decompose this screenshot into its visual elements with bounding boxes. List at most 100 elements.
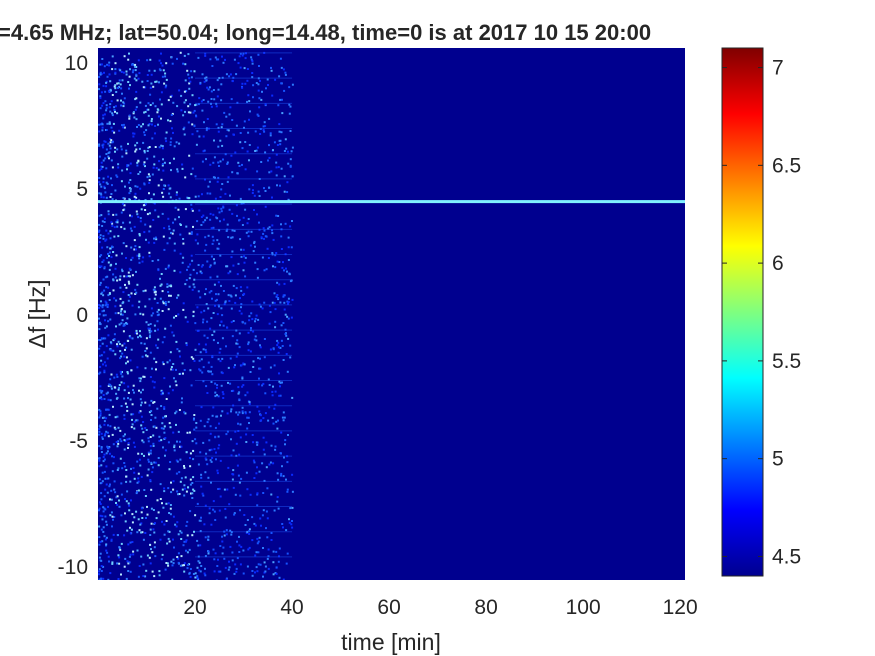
noise-pixel <box>106 450 109 453</box>
noise-pixel <box>99 283 102 286</box>
noise-pixel <box>129 359 132 362</box>
noise-pixel <box>252 84 255 87</box>
noise-pixel <box>184 283 187 286</box>
noise-pixel <box>149 376 152 378</box>
noise-pixel <box>156 302 159 304</box>
noise-pixel <box>126 529 129 532</box>
noise-pixel <box>239 286 242 289</box>
noise-pixel <box>267 159 269 162</box>
noise-pixel <box>152 442 155 445</box>
noise-pixel <box>139 217 142 220</box>
noise-pixel <box>98 525 101 528</box>
noise-pixel <box>259 128 262 130</box>
noise-pixel <box>273 509 276 512</box>
noise-pixel <box>103 217 106 220</box>
noise-pixel <box>134 192 137 195</box>
noise-pixel <box>204 536 207 539</box>
noise-pixel <box>266 557 269 560</box>
noise-pixel <box>167 564 170 567</box>
noise-pixel <box>122 221 125 224</box>
noise-pixel <box>123 439 126 442</box>
noise-pixel <box>114 71 117 74</box>
noise-pixel <box>176 460 179 463</box>
noise-pixel <box>181 362 184 365</box>
noise-pixel <box>175 340 178 343</box>
noise-pixel <box>207 100 210 103</box>
noise-pixel <box>178 89 181 92</box>
noise-pixel <box>253 209 255 211</box>
noise-pixel <box>161 212 164 215</box>
noise-pixel <box>205 303 208 306</box>
noise-pixel <box>255 339 258 342</box>
noise-pixel <box>182 114 185 117</box>
noise-pixel <box>102 102 105 105</box>
noise-pixel <box>165 502 168 505</box>
noise-pixel <box>229 270 232 273</box>
noise-pixel <box>206 463 209 466</box>
noise-pixel <box>100 492 103 495</box>
noise-pixel <box>133 471 136 474</box>
noise-pixel <box>105 109 108 112</box>
noise-pixel <box>105 345 108 348</box>
noise-pixel <box>110 193 113 195</box>
noise-pixel <box>222 290 225 292</box>
noise-pixel <box>230 454 233 457</box>
noise-pixel <box>186 551 189 554</box>
noise-pixel <box>157 215 160 218</box>
noise-pixel <box>100 254 103 257</box>
noise-pixel <box>287 301 290 304</box>
noise-pixel <box>104 432 107 435</box>
noise-pixel <box>162 446 164 449</box>
noise-pixel <box>214 176 216 179</box>
noise-pixel <box>206 421 209 424</box>
noise-pixel <box>133 195 136 198</box>
noise-pixel <box>125 362 127 365</box>
noise-pixel <box>103 535 106 538</box>
noise-pixel <box>125 475 128 478</box>
noise-pixel <box>99 514 102 517</box>
noise-pixel <box>169 196 172 199</box>
noise-pixel <box>218 77 221 80</box>
noise-pixel <box>155 167 158 170</box>
noise-pixel <box>126 168 128 171</box>
noise-pixel <box>210 255 213 258</box>
noise-pixel <box>162 195 165 198</box>
noise-pixel <box>232 473 235 476</box>
noise-pixel <box>246 222 249 225</box>
noise-pixel <box>107 435 110 438</box>
noise-pixel <box>238 219 240 222</box>
noise-pixel <box>273 141 276 144</box>
noise-pixel <box>172 538 174 541</box>
noise-pixel <box>240 255 243 258</box>
noise-pixel <box>102 177 105 180</box>
noise-pixel <box>186 268 188 271</box>
noise-pixel <box>209 327 212 330</box>
noise-pixel <box>220 99 223 102</box>
noise-pixel <box>241 147 244 150</box>
noise-pixel <box>100 396 103 399</box>
noise-pixel <box>261 90 263 93</box>
noise-pixel <box>242 216 245 219</box>
noise-pixel <box>276 339 279 342</box>
noise-pixel <box>237 386 240 389</box>
noise-pixel <box>116 415 119 418</box>
noise-pixel <box>110 498 113 501</box>
noise-pixel <box>165 304 168 306</box>
noise-pixel <box>108 255 110 257</box>
noise-pixel <box>191 497 194 499</box>
noise-pixel <box>98 509 100 512</box>
noise-pixel <box>147 173 150 176</box>
noise-pixel <box>263 338 266 340</box>
noise-pixel <box>248 530 251 533</box>
noise-pixel <box>285 529 288 532</box>
noise-pixel <box>136 185 139 188</box>
noise-pixel <box>183 564 185 567</box>
noise-pixel <box>136 164 139 167</box>
noise-pixel <box>228 208 231 211</box>
noise-pixel <box>267 227 270 230</box>
noise-pixel <box>160 393 163 396</box>
noise-pixel <box>204 293 207 296</box>
noise-pixel <box>120 355 123 358</box>
noise-pixel <box>150 330 153 333</box>
